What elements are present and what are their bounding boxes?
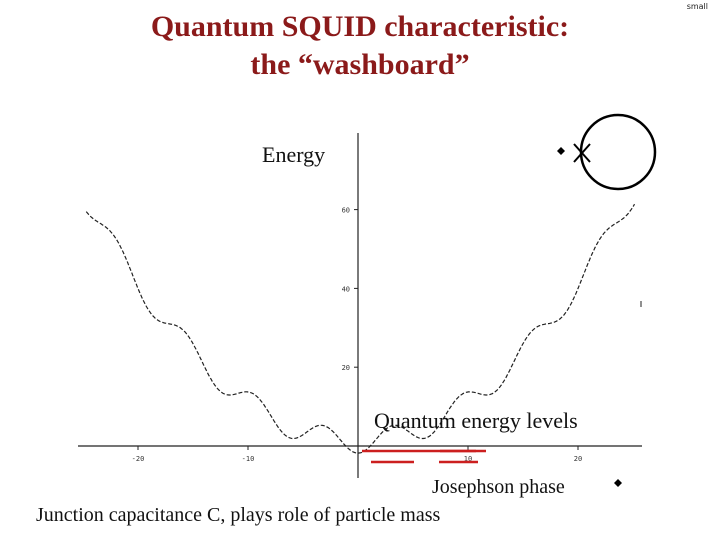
- x-tick-label: -20: [132, 455, 145, 463]
- x-tick-label: 20: [574, 455, 582, 463]
- washboard-curve: [85, 203, 636, 454]
- junction-cross-icon: [573, 143, 591, 163]
- phase-label: Josephson phase: [432, 476, 565, 498]
- title-line-1: Quantum SQUID characteristic:: [150, 10, 570, 43]
- chart-axes: [78, 133, 642, 478]
- quantum-levels-label: Quantum energy levels: [374, 408, 578, 433]
- bullet-dot-icon: [557, 147, 565, 155]
- corner-label: small: [686, 2, 708, 11]
- energy-levels: [362, 449, 486, 464]
- energy-label: Energy: [262, 142, 326, 167]
- squid-loop-icon: [579, 113, 657, 191]
- bullet-dot-icon: [614, 479, 622, 487]
- title-line-2: the “washboard”: [250, 48, 470, 81]
- axis-ticks: -20 -10 10 20 20 40 60: [132, 207, 583, 463]
- x-tick-label: 10: [464, 455, 472, 463]
- mass-label: Junction capacitance C, plays role of pa…: [36, 504, 441, 526]
- y-tick-label: 60: [342, 207, 350, 215]
- slide-title: Quantum SQUID characteristic: the “washb…: [60, 8, 660, 84]
- circle-diagram: [557, 113, 657, 191]
- x-tick-label: -10: [242, 455, 255, 463]
- y-tick-label: 20: [342, 364, 350, 372]
- y-tick-label: 40: [342, 285, 350, 293]
